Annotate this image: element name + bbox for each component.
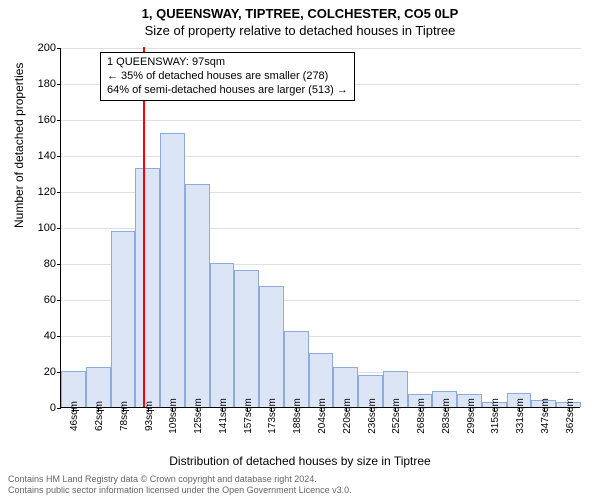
histogram-bar xyxy=(210,263,235,407)
xtick-label: 268sqm xyxy=(416,398,427,434)
xtick-label: 109sqm xyxy=(168,398,179,434)
ytick-mark xyxy=(57,264,61,265)
ytick-mark xyxy=(57,120,61,121)
footer-line-2: Contains public sector information licen… xyxy=(8,485,352,496)
histogram-bar xyxy=(111,231,136,407)
xtick-label: 299sqm xyxy=(466,398,477,434)
xtick-label: 93sqm xyxy=(144,401,155,431)
ytick-mark xyxy=(57,300,61,301)
ytick-label: 80 xyxy=(26,258,56,270)
gridline xyxy=(61,120,581,121)
xtick-label: 157sqm xyxy=(243,398,254,434)
histogram-bar xyxy=(185,184,210,407)
xtick-label: 220sqm xyxy=(342,398,353,434)
footer-attribution: Contains HM Land Registry data © Crown c… xyxy=(8,474,352,496)
ytick-mark xyxy=(57,84,61,85)
xtick-label: 62sqm xyxy=(94,401,105,431)
xtick-label: 347sqm xyxy=(540,398,551,434)
xtick-label: 141sqm xyxy=(218,398,229,434)
footer-line-1: Contains HM Land Registry data © Crown c… xyxy=(8,474,352,485)
ytick-label: 140 xyxy=(26,150,56,162)
xtick-label: 252sqm xyxy=(391,398,402,434)
ytick-label: 0 xyxy=(26,402,56,414)
xtick-label: 188sqm xyxy=(292,398,303,434)
gridline xyxy=(61,156,581,157)
xtick-label: 283sqm xyxy=(441,398,452,434)
ytick-label: 160 xyxy=(26,114,56,126)
chart-area: 02040608010012014016018020046sqm62sqm78s… xyxy=(60,48,580,408)
ytick-mark xyxy=(57,192,61,193)
plot-region: 02040608010012014016018020046sqm62sqm78s… xyxy=(60,48,580,408)
ytick-label: 200 xyxy=(26,42,56,54)
xtick-label: 204sqm xyxy=(317,398,328,434)
ytick-label: 40 xyxy=(26,330,56,342)
annotation-box: 1 QUEENSWAY: 97sqm ← 35% of detached hou… xyxy=(100,52,355,101)
ytick-label: 100 xyxy=(26,222,56,234)
histogram-bar xyxy=(160,133,185,407)
x-axis-label: Distribution of detached houses by size … xyxy=(0,454,600,468)
ytick-mark xyxy=(57,408,61,409)
ytick-mark xyxy=(57,156,61,157)
xtick-label: 331sqm xyxy=(515,398,526,434)
histogram-bar xyxy=(284,331,309,407)
ytick-label: 120 xyxy=(26,186,56,198)
ytick-mark xyxy=(57,228,61,229)
ytick-mark xyxy=(57,336,61,337)
histogram-bar xyxy=(259,286,284,407)
ytick-label: 60 xyxy=(26,294,56,306)
xtick-label: 46sqm xyxy=(69,401,80,431)
xtick-label: 236sqm xyxy=(367,398,378,434)
annotation-line-3: 64% of semi-detached houses are larger (… xyxy=(107,84,348,98)
ytick-label: 20 xyxy=(26,366,56,378)
gridline xyxy=(61,48,581,49)
ytick-label: 180 xyxy=(26,78,56,90)
histogram-bar xyxy=(135,168,160,407)
xtick-label: 362sqm xyxy=(565,398,576,434)
y-axis-label: Number of detached properties xyxy=(12,63,26,228)
xtick-label: 78sqm xyxy=(119,401,130,431)
xtick-label: 315sqm xyxy=(490,398,501,434)
annotation-line-1: 1 QUEENSWAY: 97sqm xyxy=(107,56,348,70)
annotation-line-2: ← 35% of detached houses are smaller (27… xyxy=(107,70,348,84)
chart-title-2: Size of property relative to detached ho… xyxy=(0,21,600,38)
xtick-label: 125sqm xyxy=(193,398,204,434)
chart-title-1: 1, QUEENSWAY, TIPTREE, COLCHESTER, CO5 0… xyxy=(0,0,600,21)
histogram-bar xyxy=(234,270,259,407)
xtick-label: 173sqm xyxy=(267,398,278,434)
ytick-mark xyxy=(57,48,61,49)
